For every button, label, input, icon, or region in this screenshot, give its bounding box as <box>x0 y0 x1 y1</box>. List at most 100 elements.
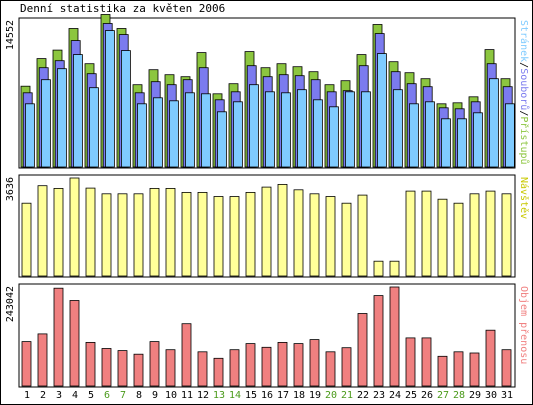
bar-pages-day-23 <box>376 53 387 168</box>
bar-visits-day-16 <box>261 186 272 277</box>
bar-kbytes-day-22 <box>357 313 368 387</box>
bar-pages-day-7 <box>121 50 131 168</box>
panel-3: 243042 Objem přenosu <box>5 283 530 388</box>
x-tick-label-day-21: 21 <box>341 390 353 401</box>
bar-kbytes-day-25 <box>405 337 416 387</box>
bar-pages-day-24 <box>392 89 403 168</box>
bar-kbytes-day-29 <box>469 352 480 387</box>
bar-pages-day-28 <box>456 118 467 168</box>
x-tick-label-day-3: 3 <box>56 390 62 401</box>
x-tick-label-day-14: 14 <box>229 390 241 401</box>
bar-visits-day-19 <box>309 193 320 277</box>
x-tick-label-day-25: 25 <box>405 390 417 401</box>
bar-kbytes-day-12 <box>197 351 208 387</box>
bar-pages-day-20 <box>328 106 339 168</box>
x-tick-label-day-31: 31 <box>501 390 513 401</box>
bar-pages-day-26 <box>424 101 435 168</box>
bar-pages-day-22 <box>360 91 371 168</box>
bar-kbytes-day-28 <box>453 351 464 387</box>
bar-visits-day-11 <box>181 191 192 277</box>
x-tick-label-day-23: 23 <box>373 390 385 401</box>
bar-kbytes-day-26 <box>421 337 432 387</box>
panel-2-ymax-label: 3636 <box>5 177 16 201</box>
bar-pages-day-19 <box>312 99 323 168</box>
bar-visits-day-8 <box>133 193 144 277</box>
bar-visits-day-7 <box>117 193 128 277</box>
x-tick-label-day-24: 24 <box>389 390 401 401</box>
bar-visits-day-23 <box>373 260 384 277</box>
series-label-part: / <box>518 62 529 68</box>
bar-visits-day-31 <box>501 193 512 277</box>
bar-pages-day-1 <box>24 103 35 168</box>
panel-3-ymax-label: 243042 <box>5 286 16 322</box>
bar-kbytes-day-9 <box>149 341 160 387</box>
bar-pages-day-14 <box>232 101 243 168</box>
bar-kbytes-day-23 <box>373 295 384 387</box>
x-tick-label-day-15: 15 <box>245 390 257 401</box>
panel-2: 3636 Návštěv <box>5 174 530 278</box>
bar-kbytes-day-19 <box>309 339 320 387</box>
bar-kbytes-day-17 <box>277 341 288 387</box>
bar-kbytes-day-21 <box>341 347 352 387</box>
x-tick-label-day-2: 2 <box>40 390 46 401</box>
bar-pages-day-11 <box>184 92 195 168</box>
bar-pages-day-3 <box>57 68 67 168</box>
bar-pages-day-12 <box>200 93 211 168</box>
panel-1-ymax-label: 14552 <box>5 20 16 50</box>
panel-1-series-label: Stránek/Souborů/Přístupů <box>518 20 530 165</box>
bar-kbytes-day-13 <box>213 357 224 387</box>
x-tick-label-day-28: 28 <box>453 390 465 401</box>
bar-visits-day-14 <box>229 196 240 277</box>
bar-visits-day-13 <box>213 196 224 277</box>
x-tick-label-day-12: 12 <box>197 390 209 401</box>
x-tick-label-day-5: 5 <box>88 390 94 401</box>
bar-pages-day-25 <box>408 103 419 168</box>
x-tick-label-day-18: 18 <box>293 390 305 401</box>
bar-visits-day-4 <box>69 177 80 277</box>
bar-pages-day-30 <box>488 78 499 168</box>
bar-pages-day-15 <box>248 84 259 168</box>
series-label-part: / <box>518 110 529 116</box>
bar-kbytes-day-6 <box>101 348 112 387</box>
x-tick-label-day-6: 6 <box>104 390 110 401</box>
x-tick-label-day-11: 11 <box>181 390 193 401</box>
panel-3-series-label: Objem přenosu <box>518 286 530 364</box>
bar-visits-day-3 <box>53 187 64 277</box>
x-tick-label-day-17: 17 <box>277 390 289 401</box>
x-tick-label-day-19: 19 <box>309 390 321 401</box>
x-tick-label-day-9: 9 <box>152 390 158 401</box>
bar-kbytes-day-16 <box>261 346 272 387</box>
bar-kbytes-day-10 <box>165 349 176 387</box>
chart-title: Denní statistika za květen 2006 <box>20 2 226 15</box>
bar-visits-day-21 <box>341 202 352 277</box>
bar-visits-day-5 <box>85 187 96 277</box>
bar-pages-day-18 <box>296 89 307 168</box>
panel-1: 14552 Stránek/Souborů/Přístupů <box>5 14 530 169</box>
bar-pages-day-5 <box>89 87 99 168</box>
series-label-part: Souborů <box>518 68 530 110</box>
bar-pages-day-4 <box>73 54 83 168</box>
bar-pages-day-6 <box>105 30 115 168</box>
bar-kbytes-day-3 <box>53 287 64 387</box>
bar-pages-day-10 <box>168 100 179 168</box>
bar-visits-day-18 <box>293 189 304 277</box>
bar-pages-day-9 <box>152 97 163 168</box>
bar-pages-day-17 <box>280 92 291 168</box>
bar-visits-day-17 <box>277 183 288 277</box>
x-tick-label-day-22: 22 <box>357 390 369 401</box>
x-tick-label-day-30: 30 <box>485 390 497 401</box>
x-tick-label-day-10: 10 <box>165 390 177 401</box>
bar-pages-day-31 <box>504 103 515 168</box>
bar-kbytes-day-14 <box>229 349 240 387</box>
bar-kbytes-day-24 <box>389 286 400 387</box>
series-label-part: Stránek <box>518 20 530 62</box>
x-tick-label-day-26: 26 <box>421 390 433 401</box>
bar-visits-day-1 <box>21 202 32 277</box>
bar-kbytes-day-5 <box>85 341 96 387</box>
bar-pages-day-29 <box>472 112 483 168</box>
bar-kbytes-day-27 <box>437 355 448 387</box>
bar-kbytes-day-8 <box>133 353 144 387</box>
bar-visits-day-29 <box>469 193 480 277</box>
bar-pages-day-8 <box>136 103 147 168</box>
